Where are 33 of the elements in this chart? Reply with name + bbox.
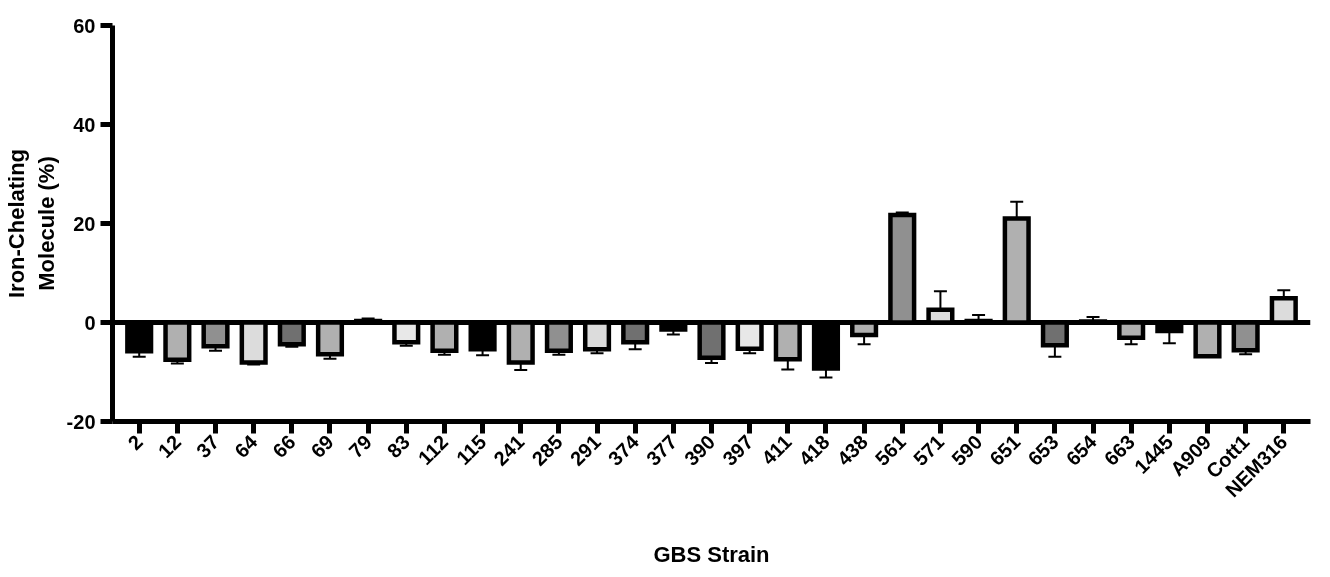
x-tick-label: 66 — [268, 430, 300, 463]
x-tick-label: 377 — [641, 430, 682, 470]
x-axis-title: GBS Strain — [653, 542, 770, 568]
x-tick-label: 374 — [603, 430, 644, 470]
x-tick-label: 654 — [1061, 430, 1102, 470]
x-tick-label: 83 — [382, 430, 415, 463]
x-tick-label: 438 — [832, 430, 872, 470]
x-tick-label: 2 — [123, 430, 147, 455]
x-tick-label: 651 — [985, 430, 1025, 470]
x-tick-label: 37 — [192, 430, 224, 463]
y-tick-label: -20 — [66, 410, 96, 433]
y-tick-label: 60 — [73, 14, 96, 37]
x-tick-label: 411 — [757, 430, 796, 470]
x-tick-label: 285 — [527, 430, 567, 470]
x-tick-label: 64 — [230, 430, 263, 463]
x-tick-label: 561 — [870, 430, 911, 470]
x-tick-label: 12 — [153, 430, 186, 463]
x-tick-label: 653 — [1023, 430, 1063, 470]
x-tick-label: 291 — [565, 430, 605, 470]
x-tick-label: 390 — [680, 430, 720, 470]
x-tick-label: 397 — [718, 430, 758, 470]
y-tick-label: 20 — [73, 212, 96, 235]
x-tick-label: 112 — [413, 430, 453, 470]
y-tick-label: 0 — [84, 311, 96, 334]
x-tick-label: 69 — [306, 430, 338, 463]
x-tick-label: 241 — [489, 430, 529, 470]
x-tick-label: 571 — [909, 430, 949, 470]
y-axis-title: Iron-Chelating Molecule (%) — [3, 148, 59, 299]
x-tick-label: 418 — [794, 430, 834, 470]
x-tick-label: 79 — [344, 430, 376, 463]
x-tick-label: 590 — [947, 430, 987, 470]
x-tick-label: 115 — [451, 430, 491, 470]
y-tick-label: 40 — [73, 113, 96, 136]
